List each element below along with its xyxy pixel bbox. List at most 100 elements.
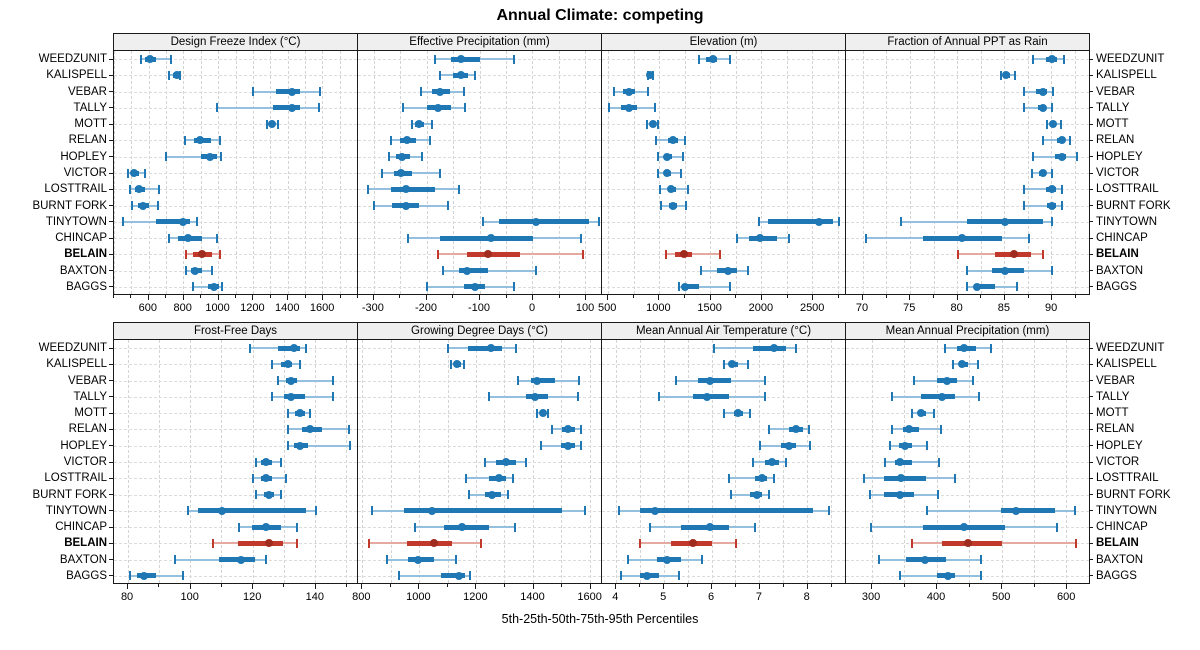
- station-label-left: TINYTOWN: [45, 504, 107, 517]
- whisker-cap-low: [140, 54, 142, 64]
- row-gridline: [846, 462, 1089, 463]
- station-tick-right: [1089, 380, 1093, 382]
- tick-label: 300: [861, 591, 881, 603]
- tick-label: 70: [855, 302, 869, 314]
- whisker-cap-low: [1022, 87, 1025, 97]
- median-dot: [236, 555, 245, 564]
- median-dot: [960, 523, 969, 532]
- station-tick-left: [109, 380, 113, 382]
- row-gridline: [846, 91, 1089, 93]
- whisker-cap-high: [439, 168, 442, 178]
- median-dot: [172, 71, 181, 80]
- whisker-cap-high: [978, 392, 981, 402]
- whisker-cap-high: [763, 392, 766, 402]
- row-gridline: [358, 429, 601, 431]
- median-dot: [770, 344, 779, 353]
- tick-mark-major: [322, 295, 324, 300]
- x-axis-caption: 5th-25th-50th-75th-95th Percentiles: [501, 612, 699, 626]
- whisker-cap-low: [270, 359, 273, 369]
- median-dot: [688, 539, 697, 548]
- whisker-cap-high: [679, 168, 682, 178]
- whisker-cap-high: [579, 233, 582, 243]
- station-label-right: RELAN: [1096, 423, 1135, 436]
- tick-mark-minor: [269, 295, 271, 298]
- station-tick-right: [1089, 107, 1093, 109]
- whisker-cap-high: [349, 441, 352, 451]
- whisker-cap-low: [483, 457, 486, 467]
- tick-mark-major: [760, 295, 762, 300]
- tick-label: 600: [1057, 591, 1076, 603]
- whisker-cap-high: [734, 538, 737, 548]
- iqr-box: [498, 219, 589, 225]
- gridline-major: [479, 51, 481, 294]
- whisker-cap-low: [617, 506, 620, 516]
- panel-elevation-m-: Elevation (m) 500 1000 1500 2000 2500: [598, 33, 846, 321]
- panel-header: Mean Annual Air Temperature (°C): [601, 322, 846, 340]
- median-dot: [138, 201, 147, 210]
- whisker-cap-high: [296, 522, 298, 532]
- tick-label: 120: [243, 591, 262, 603]
- row-gridline: [358, 91, 601, 93]
- panel-header: Elevation (m): [601, 33, 846, 51]
- station-label-right: KALISPELL: [1096, 358, 1157, 371]
- station-tick-left: [109, 107, 113, 109]
- median-dot: [486, 234, 495, 243]
- whisker-cap-high: [1075, 152, 1078, 162]
- tick-mark-minor: [687, 584, 689, 587]
- tick-mark-minor: [346, 584, 348, 587]
- row-gridline: [114, 173, 357, 174]
- median-dot: [401, 185, 410, 194]
- whisker-cap-high: [1051, 103, 1054, 113]
- tick-label: 85: [997, 302, 1010, 314]
- whisker-cap-low: [884, 457, 887, 467]
- station-tick-left: [109, 188, 113, 190]
- gridline-minor: [786, 51, 788, 294]
- gridline-major: [218, 51, 220, 294]
- whisker-cap-low: [265, 119, 268, 129]
- whisker-cap-low: [675, 376, 678, 386]
- tick-mark-minor: [632, 295, 634, 298]
- tick-mark-major: [1051, 295, 1053, 300]
- station-label-left: VICTOR: [63, 167, 107, 179]
- tick-mark-major: [425, 295, 427, 300]
- station-label-right: CHINCAP: [1096, 232, 1148, 245]
- tick-mark-major: [217, 295, 219, 300]
- whisker-cap-high: [318, 87, 321, 97]
- tick-label: 100: [575, 302, 595, 314]
- median-dot: [624, 103, 633, 112]
- median-dot: [296, 441, 305, 450]
- row-gridline: [114, 494, 357, 496]
- whisker-cap-low: [450, 359, 453, 369]
- gridline-major: [871, 340, 873, 583]
- tick-mark-major: [956, 295, 958, 300]
- iqr-box: [198, 508, 307, 514]
- median-dot: [1048, 201, 1057, 210]
- row-gridline: [358, 413, 601, 415]
- station-tick-right: [1089, 74, 1093, 76]
- panel-title: Fraction of Annual PPT as Rain: [887, 36, 1048, 48]
- row-gridline: [358, 124, 601, 126]
- whisker-line: [728, 477, 775, 480]
- median-dot: [401, 201, 410, 210]
- tick-label: 1400: [520, 591, 545, 603]
- median-dot: [667, 185, 676, 194]
- whisker-cap-low: [736, 233, 739, 243]
- median-dot: [210, 282, 219, 291]
- whisker-cap-high: [1041, 249, 1044, 259]
- whisker-cap-high: [463, 87, 466, 97]
- whisker-cap-high: [598, 217, 601, 227]
- tick-label: 1000: [406, 591, 431, 603]
- iqr-box: [466, 251, 520, 257]
- panel-plot: [845, 339, 1090, 584]
- panel-header: Effective Precipitation (mm): [357, 33, 602, 51]
- gridline-major: [532, 51, 534, 294]
- whisker-cap-low: [613, 87, 616, 97]
- median-dot: [287, 103, 296, 112]
- whisker-cap-low: [539, 441, 542, 451]
- median-dot: [413, 555, 422, 564]
- whisker-cap-low: [167, 233, 170, 243]
- median-dot: [705, 376, 714, 385]
- whisker-cap-high: [954, 473, 957, 483]
- tick-mark-minor: [505, 295, 507, 298]
- iqr-box: [752, 345, 787, 351]
